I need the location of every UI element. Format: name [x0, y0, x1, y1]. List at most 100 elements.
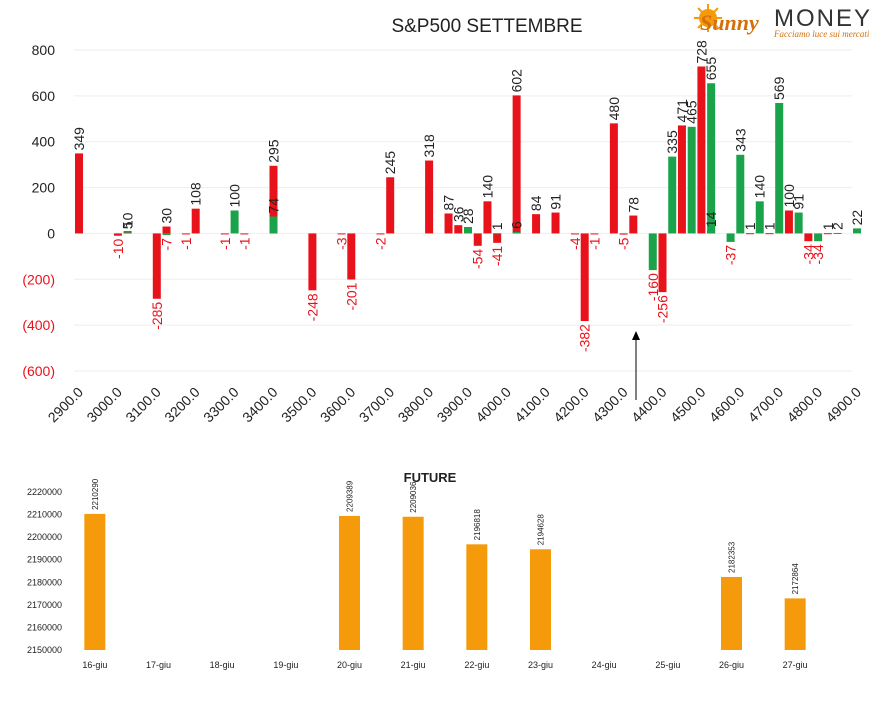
x-tick-label: 4400.0: [628, 384, 670, 426]
logo-word-money: MONEY: [774, 5, 872, 32]
future-chart-title: FUTURE: [404, 470, 457, 485]
y-tick-label: (200): [22, 271, 55, 287]
future-x-tick-label: 23-giu: [528, 660, 553, 670]
bar-value-label: 1: [489, 222, 505, 230]
y-tick-label: 200: [32, 180, 56, 196]
bar-4700-green: [775, 102, 784, 234]
bar-value-label: 36: [450, 206, 466, 222]
bar-value-label: -34: [810, 244, 826, 264]
main-x-axis: 2900.03000.03100.03200.03300.03400.03500…: [45, 384, 865, 426]
future-y-tick-label: 2200000: [27, 532, 62, 542]
bar-value-label: 335: [664, 130, 680, 154]
future-bar-21-giu: [402, 516, 424, 650]
bar-3975-red: [493, 233, 502, 243]
bar-4600-green: [736, 154, 745, 234]
bar-value-label: -4: [567, 237, 583, 250]
bar-3400-green: [269, 216, 278, 234]
bar-value-label: 100: [227, 184, 243, 208]
x-tick-label: 3600.0: [317, 384, 359, 426]
bar-value-label: 480: [606, 97, 622, 121]
bar-value-label: -7: [159, 238, 175, 251]
bar-3925-red: [473, 233, 482, 246]
bar-3175-red: [181, 233, 190, 235]
bar-value-label: 1: [820, 222, 836, 230]
future-bar-value-label: 2182353: [728, 541, 737, 573]
bar-value-label: 84: [528, 195, 544, 211]
bar-value-label: 108: [188, 182, 204, 206]
bar-value-label: -256: [655, 295, 671, 323]
bar-4725-red: [784, 210, 793, 234]
future-chart: FUTURE 2220000 2210000 2200000 2190000 21800…: [27, 470, 808, 670]
bar-value-label: -248: [304, 293, 320, 321]
bar-value-label: 318: [421, 134, 437, 158]
future-x-tick-label: 24-giu: [592, 660, 617, 670]
logo-tagline: Facciamo luce sui mercati: [773, 29, 870, 39]
future-x-tick-label: 21-giu: [401, 660, 426, 670]
x-tick-label: 4900.0: [823, 384, 865, 426]
bar-value-label: -1: [178, 237, 194, 250]
bar-value-label: -1: [586, 237, 602, 250]
bar-value-label: 22: [849, 210, 865, 226]
x-tick-label: 3800.0: [395, 384, 437, 426]
bar-value-label: -160: [645, 273, 661, 301]
future-x-tick-label: 26-giu: [719, 660, 744, 670]
bar-4275-red: [609, 123, 618, 234]
future-x-tick-label: 16-giu: [82, 660, 107, 670]
bar-4675-red: [765, 233, 774, 235]
bar-3675-red: [376, 233, 385, 235]
bar-value-label: -3: [334, 237, 350, 250]
future-bar-20-giu: [339, 515, 360, 650]
bar-3975-green: [493, 233, 502, 235]
bar-value-label: -10: [110, 239, 126, 259]
bar-4225-red: [590, 233, 599, 235]
bar-4575-green: [726, 233, 735, 242]
bar-value-label: 245: [382, 151, 398, 175]
y-tick-label: (400): [22, 317, 55, 333]
bar-4125-red: [551, 212, 560, 234]
x-tick-label: 3100.0: [122, 384, 164, 426]
bar-2900-red: [75, 153, 83, 234]
bar-4075-red: [532, 214, 541, 234]
bar-value-label: 140: [479, 175, 495, 199]
future-y-tick-label: 2180000: [27, 577, 62, 587]
bar-4750-green: [794, 212, 803, 234]
main-strike-chart: S&P500 SETTEMBRE 800 600 400 200 0 (200) (400)…: [22, 16, 865, 426]
future-y-tick-label: 2150000: [27, 645, 62, 655]
x-tick-label: 4800.0: [784, 384, 826, 426]
future-bar-27-giu: [784, 598, 806, 650]
x-tick-label: 3000.0: [83, 384, 125, 426]
bar-4025-green: [512, 232, 521, 234]
bar-value-label: -382: [577, 324, 593, 352]
bar-3125-red: [162, 226, 171, 234]
bar-value-label: -54: [470, 249, 486, 269]
bar-value-label: 91: [548, 194, 564, 210]
future-x-tick-label: 20-giu: [337, 660, 362, 670]
bar-value-label: 295: [266, 139, 282, 163]
future-bars: 2210290 2209389 2209036 2196818 2194628 21823…: [84, 478, 806, 650]
y-tick-label: 400: [32, 134, 56, 150]
x-tick-label: 3200.0: [161, 384, 203, 426]
bar-3100-red: [152, 233, 161, 299]
bar-value-label: 569: [771, 76, 787, 100]
x-tick-label: 3300.0: [200, 384, 242, 426]
bar-value-label: -201: [343, 282, 359, 310]
bar-value-label: 14: [703, 211, 719, 227]
bar-value-label: -1: [236, 237, 252, 250]
bar-value-label: 1: [742, 222, 758, 230]
future-bar-value-label: 2194628: [537, 514, 546, 546]
bar-3575-red: [337, 233, 346, 235]
bar-4850-green: [833, 232, 842, 234]
bar-4200-red: [580, 233, 589, 322]
future-x-tick-label: 18-giu: [210, 660, 235, 670]
bar-4400-red: [658, 233, 667, 293]
bar-4375-green: [648, 233, 657, 271]
future-y-tick-label: 2160000: [27, 622, 62, 632]
bar-value-label: 6: [509, 221, 525, 229]
bar-4625-red: [746, 233, 755, 235]
future-x-tick-label: 25-giu: [655, 660, 680, 670]
future-bar-26-giu: [721, 576, 742, 650]
bar-value-label: 465: [684, 100, 700, 124]
main-bars: [75, 66, 861, 322]
bar-value-label: 28: [460, 208, 476, 224]
